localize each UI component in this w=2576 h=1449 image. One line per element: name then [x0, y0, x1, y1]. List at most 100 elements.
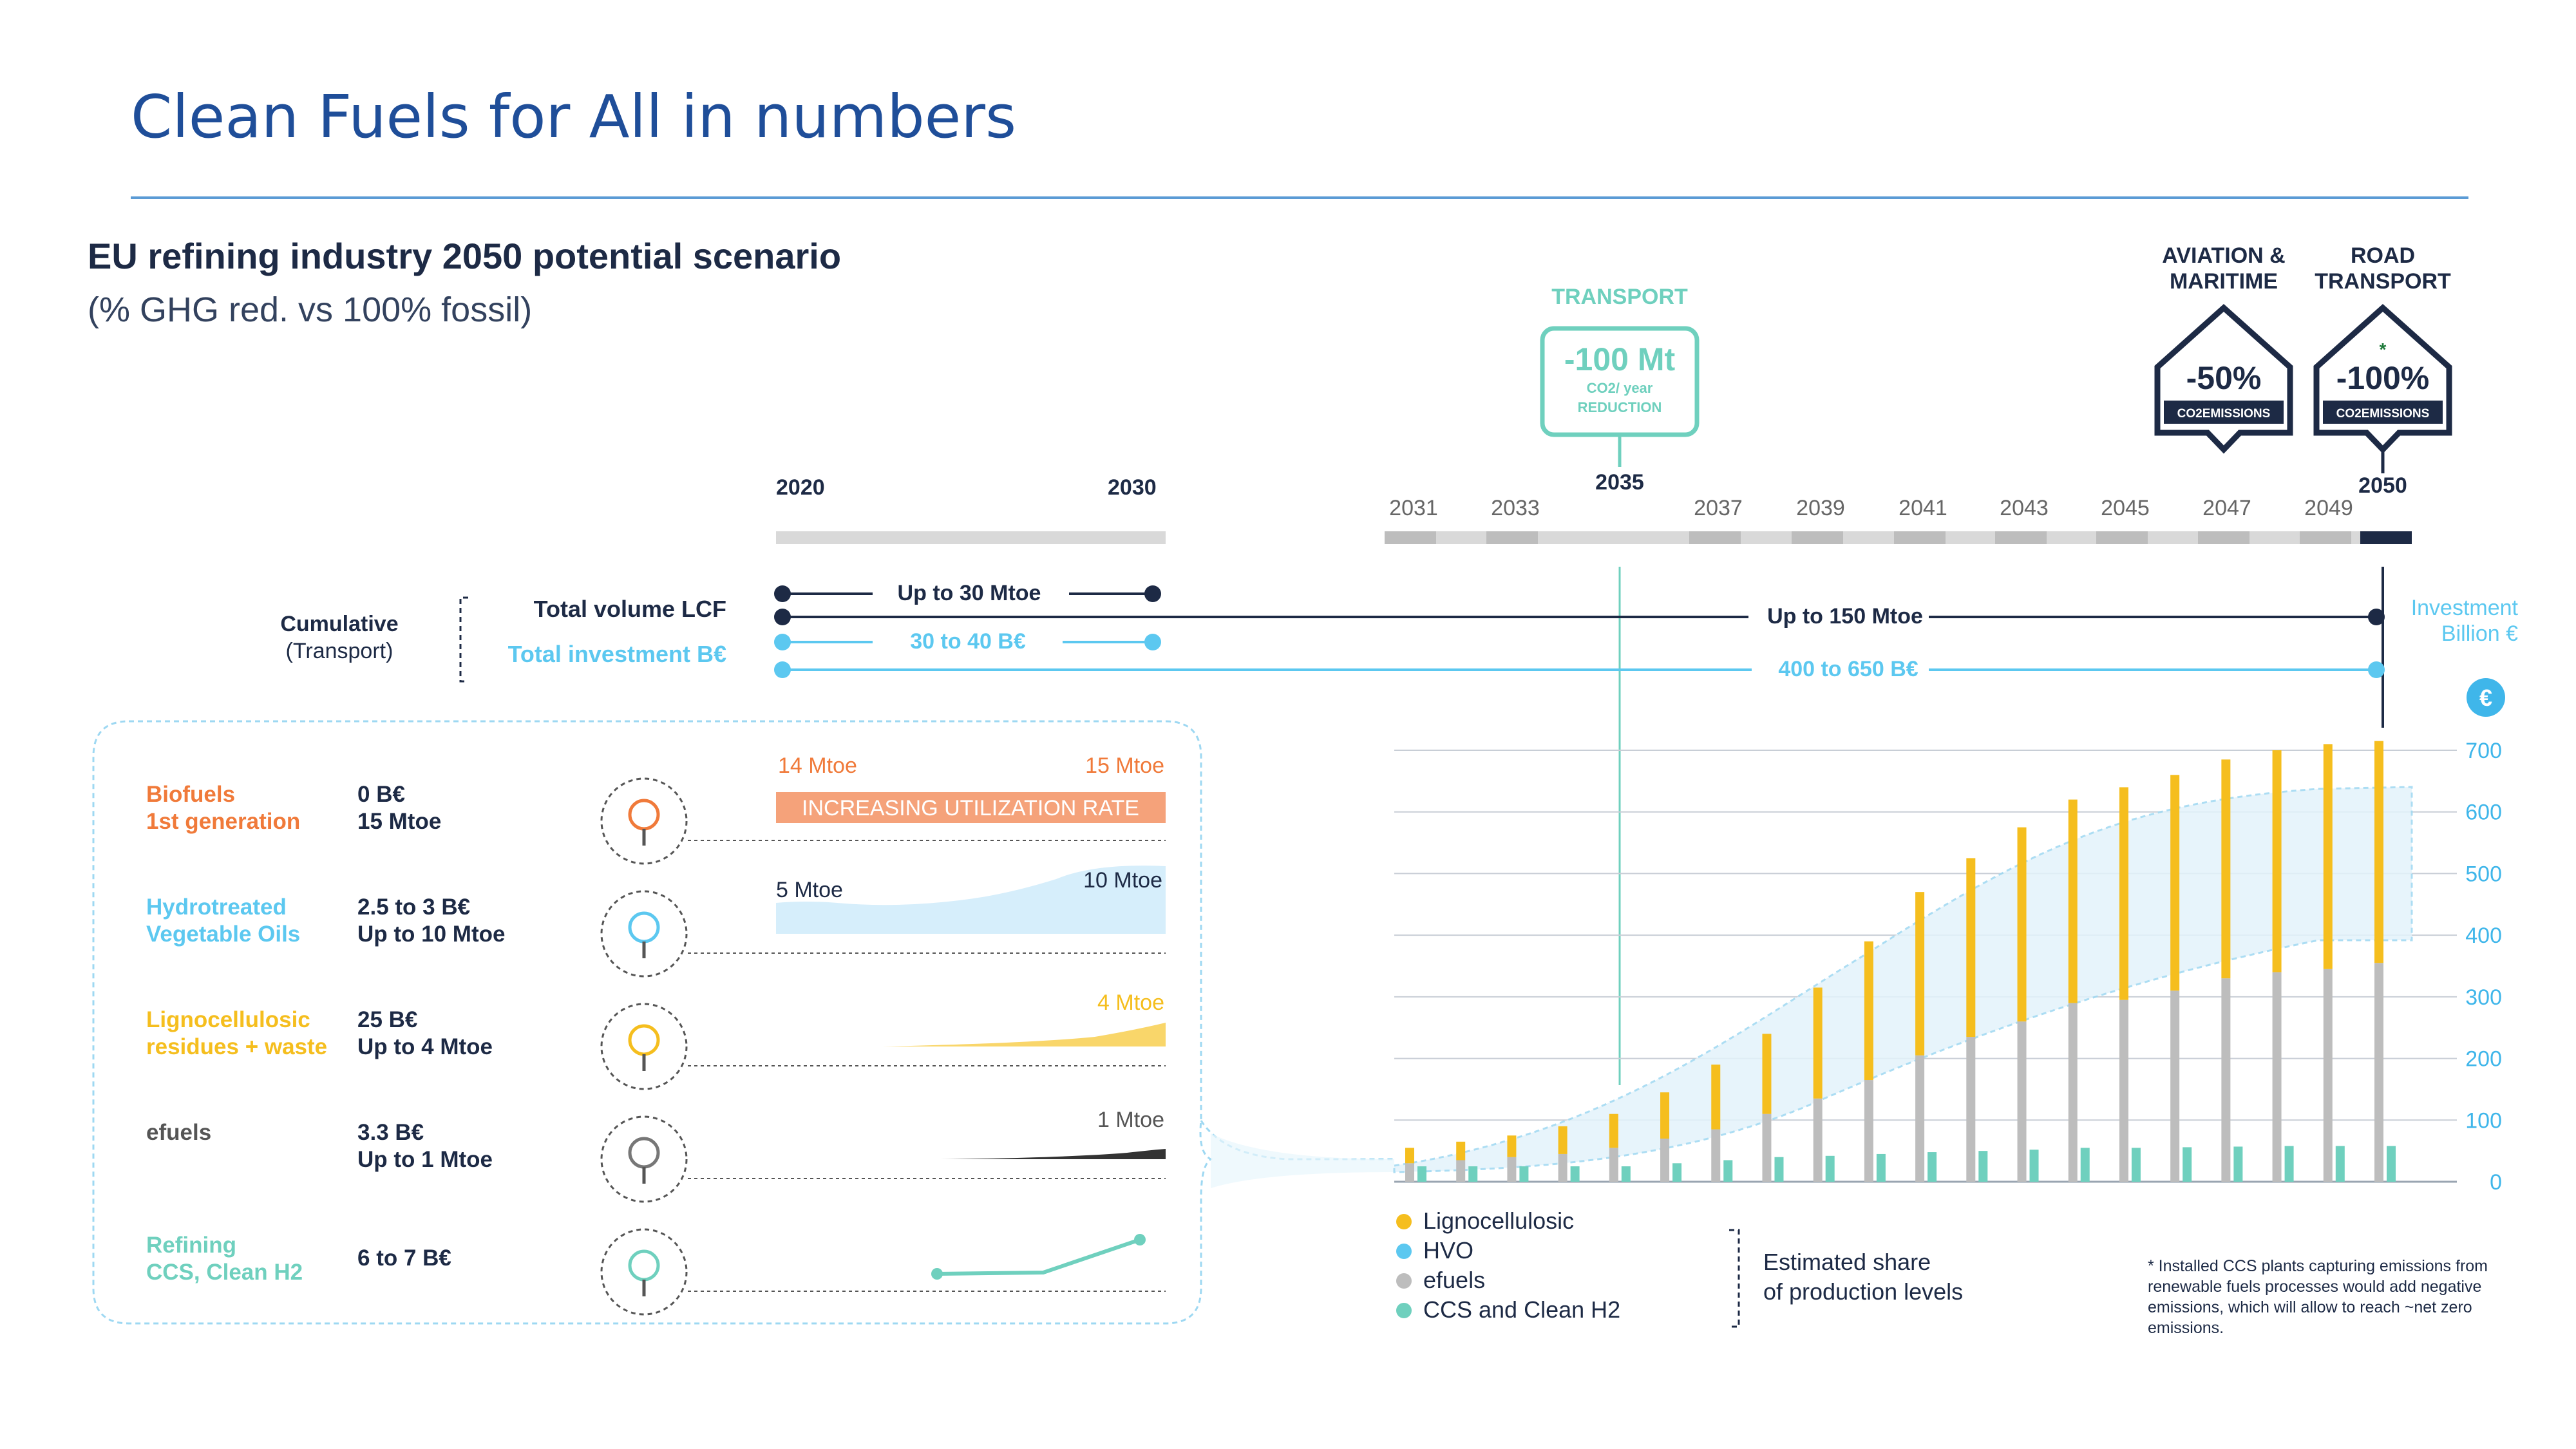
timeline-year-2043: 2043 — [2000, 496, 2049, 520]
utilization-banner-text: INCREASING UTILIZATION RATE — [802, 796, 1139, 820]
bar-lignocellulosic-2049 — [2323, 744, 2333, 969]
scenario-title: EU refining industry 2050 potential scen… — [88, 236, 842, 276]
biofuels-mini-start: 14 Mtoe — [778, 753, 857, 778]
y-tick-600: 600 — [2465, 800, 2502, 825]
timeline-year-2031: 2031 — [1389, 496, 1438, 520]
bar-lignocellulosic-2034 — [1558, 1126, 1567, 1154]
bar-ccs-2040 — [1876, 1153, 1886, 1182]
pathway-name-1: Hydrotreated — [146, 895, 287, 920]
slide-title: Clean Fuels for All in numbers — [131, 82, 1017, 151]
volume-2030: Up to 30 Mtoe — [898, 581, 1041, 605]
euro-symbol: € — [2479, 685, 2492, 711]
pathway-value-3: 3.3 B€ — [357, 1120, 424, 1145]
ligno-area — [882, 1023, 1166, 1046]
timeline-year-2049: 2049 — [2304, 496, 2353, 520]
bar-ccs-2047 — [2233, 1146, 2243, 1182]
aviation-label-2: MARITIME — [2170, 269, 2278, 294]
bar-lignocellulosic-2036 — [1660, 1092, 1670, 1139]
bar-efuels-2032 — [1456, 1160, 1466, 1182]
bar-lignocellulosic-2035 — [1609, 1113, 1618, 1148]
ccs-mini-line — [936, 1238, 1141, 1276]
hvo-mini-start: 5 Mtoe — [776, 878, 843, 902]
cumulative-section: Cumulative (Transport) Total volume LCF … — [280, 581, 2519, 717]
pathway-value-4: 6 to 7 B€ — [357, 1245, 451, 1271]
bar-ccs-2037 — [1723, 1160, 1733, 1182]
bar-ccs-2039 — [1825, 1155, 1835, 1182]
timeline-year-2041: 2041 — [1899, 496, 1947, 520]
bar-efuels-2044 — [2068, 1003, 2078, 1182]
timeline: 2020 2030 2031 2033 2037 2039 2041 2043 2045 20… — [776, 470, 2412, 1085]
pathway-name2-1: Vegetable Oils — [146, 922, 300, 947]
bar-chart: 0 100 200 300 400 500 600 700 — [1393, 739, 2502, 1195]
timeline-year-2033: 2033 — [1491, 496, 1540, 520]
legend-label-2: efuels — [1423, 1267, 1485, 1293]
investment-2050: 400 to 650 B€ — [1778, 657, 1918, 681]
biofuels-mini-end: 15 Mtoe — [1085, 753, 1164, 778]
bar-lignocellulosic-2042 — [1966, 858, 1976, 1037]
bar-ccs-2046 — [2183, 1147, 2192, 1182]
y-tick-0: 0 — [2490, 1170, 2502, 1195]
timeline-year-2039: 2039 — [1796, 496, 1845, 520]
bar-ccs-2032 — [1468, 1166, 1478, 1182]
pathway-value-2: 25 B€ — [357, 1007, 417, 1032]
y-tick-200: 200 — [2465, 1047, 2502, 1072]
bar-lignocellulosic-2037 — [1711, 1065, 1721, 1130]
volume-2050: Up to 150 Mtoe — [1767, 604, 1923, 629]
bar-efuels-2047 — [2221, 978, 2231, 1182]
utilization-banner — [776, 792, 1166, 823]
aviation-value: -50% — [2186, 360, 2262, 396]
bar-efuels-2035 — [1609, 1148, 1618, 1182]
cumulative-label: Cumulative — [280, 612, 398, 636]
chart-legend: Lignocellulosic HVO efuels CCS and Clean H2 — [1396, 1208, 1620, 1323]
legend-label-3: CCS and Clean H2 — [1423, 1296, 1620, 1323]
timeline-year-2030: 2030 — [1108, 475, 1157, 500]
forest-icon — [600, 1003, 688, 1090]
bar-efuels-2042 — [1966, 1037, 1976, 1182]
y-tick-300: 300 — [2465, 985, 2502, 1010]
efuels-area — [940, 1149, 1166, 1159]
road-label-1: ROAD — [2351, 243, 2415, 268]
bar-ccs-2049 — [2335, 1146, 2345, 1182]
estimated-band — [1393, 786, 2413, 1173]
bar-lignocellulosic-2050 — [2374, 741, 2383, 963]
road-label-2: TRANSPORT — [2315, 269, 2451, 294]
timeline-bar-2020-2030 — [776, 531, 1166, 544]
pathway-name2-2: residues + waste — [146, 1034, 327, 1059]
timeline-year-2035: 2035 — [1595, 470, 1644, 495]
aviation-unit: CO2EMISSIONS — [2177, 407, 2271, 421]
bar-efuels-2031 — [1405, 1163, 1414, 1182]
pathway-name-0: Biofuels — [146, 782, 235, 807]
hvo-area — [776, 866, 1166, 934]
bar-efuels-2039 — [1813, 1098, 1823, 1182]
timeline-year-2047: 2047 — [2202, 496, 2251, 520]
pathway-name2-0: 1st generation — [146, 809, 300, 834]
y-tick-100: 100 — [2465, 1108, 2502, 1133]
road-milestone: ROAD TRANSPORT * -100% CO2EMISSIONS — [2313, 243, 2452, 473]
bar-ccs-2033 — [1519, 1166, 1529, 1182]
estimated-share-1: Estimated share — [1763, 1249, 1931, 1275]
bar-lignocellulosic-2032 — [1456, 1141, 1466, 1160]
bar-lignocellulosic-2045 — [2119, 787, 2128, 1000]
bar-ccs-2042 — [1978, 1151, 1988, 1182]
bar-ccs-2050 — [2387, 1146, 2396, 1182]
bar-efuels-2046 — [2170, 990, 2180, 1182]
aviation-label-1: AVIATION & — [2162, 243, 2285, 268]
bar-lignocellulosic-2043 — [2017, 827, 2027, 1022]
timeline-year-2050: 2050 — [2358, 473, 2407, 498]
bar-lignocellulosic-2047 — [2221, 759, 2231, 979]
timeline-bar-2050-marker — [2360, 531, 2412, 544]
bar-efuels-2038 — [1762, 1113, 1772, 1182]
bar-lignocellulosic-2041 — [1915, 892, 1925, 1056]
bar-lignocellulosic-2039 — [1813, 987, 1823, 1099]
title-divider — [131, 196, 2468, 199]
bar-lignocellulosic-2048 — [2272, 750, 2282, 972]
legend-swatch-0 — [1396, 1214, 1412, 1229]
road-asterisk: * — [2380, 339, 2387, 359]
total-investment-label: Total investment B€ — [508, 641, 726, 667]
y-tick-700: 700 — [2465, 739, 2502, 763]
bar-efuels-2037 — [1711, 1129, 1721, 1182]
bar-ccs-2036 — [1672, 1163, 1682, 1182]
ligno-mini-end: 4 Mtoe — [1097, 990, 1164, 1015]
pathway-name-4: Refining — [146, 1233, 236, 1258]
